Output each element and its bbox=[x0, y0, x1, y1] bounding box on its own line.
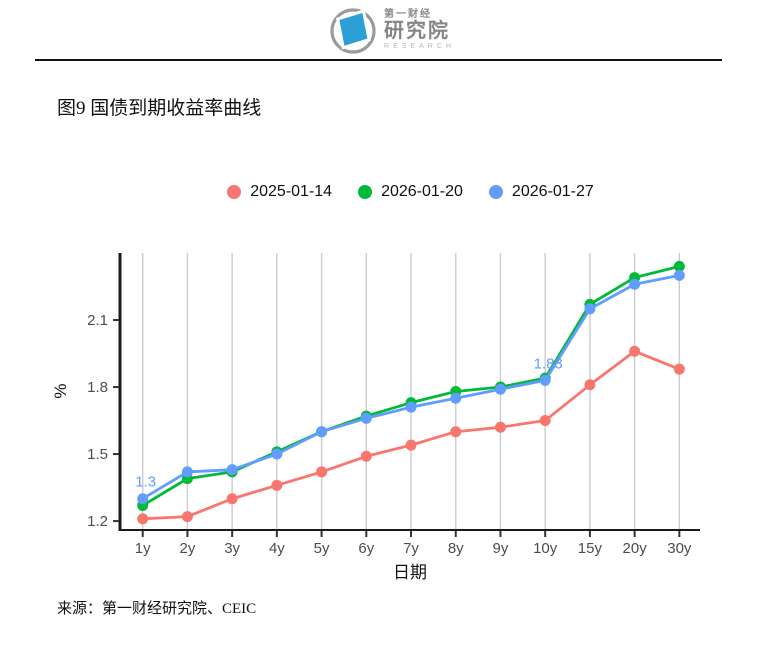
data-point bbox=[584, 303, 596, 315]
legend-item: 2026-01-27 bbox=[488, 183, 594, 201]
point-annotation: 1.83 bbox=[534, 355, 563, 372]
data-point bbox=[226, 464, 238, 476]
x-tick-label: 10y bbox=[533, 540, 558, 557]
y-tick-label: 2.1 bbox=[87, 312, 108, 329]
logo-text: 第一财经 研究院 RESEARCH bbox=[384, 10, 455, 50]
data-point bbox=[405, 401, 417, 413]
y-tick-label: 1.2 bbox=[87, 513, 108, 530]
y-tick-label: 1.5 bbox=[87, 446, 108, 463]
x-tick-label: 4y bbox=[269, 540, 285, 557]
x-tick-label: 2y bbox=[179, 540, 195, 557]
x-tick-label: 1y bbox=[135, 540, 151, 557]
data-point bbox=[137, 493, 149, 505]
x-tick-label: 3y bbox=[224, 540, 240, 557]
x-tick-label: 7y bbox=[403, 540, 419, 557]
data-point bbox=[494, 421, 506, 433]
chart-legend: 2025-01-14 2026-01-20 2026-01-27 bbox=[0, 183, 783, 201]
legend-label: 2025-01-14 bbox=[250, 183, 333, 200]
source-note: 来源：第一财经研究院、CEIC bbox=[57, 601, 257, 617]
data-point bbox=[316, 466, 328, 478]
data-point bbox=[137, 513, 149, 525]
data-point bbox=[271, 479, 283, 491]
figure-title: 图9 国债到期收益率曲线 bbox=[57, 98, 262, 119]
x-tick-label: 15y bbox=[578, 540, 603, 557]
logo-brand-cn: 第一财经 bbox=[384, 9, 433, 21]
data-point bbox=[450, 392, 462, 404]
data-point bbox=[360, 450, 372, 462]
x-tick-label: 30y bbox=[667, 540, 692, 557]
legend-item: 2025-01-14 bbox=[227, 183, 332, 201]
data-point bbox=[181, 466, 193, 478]
data-point bbox=[584, 379, 596, 391]
data-point bbox=[539, 415, 551, 427]
y-axis-title: % bbox=[51, 383, 70, 398]
legend-dot-icon bbox=[488, 185, 503, 199]
x-tick-label: 20y bbox=[623, 540, 648, 557]
x-tick-label: 8y bbox=[448, 540, 464, 557]
logo-icon bbox=[330, 8, 376, 54]
legend-label: 2026-01-20 bbox=[381, 183, 463, 200]
legend-dot-icon bbox=[358, 185, 373, 199]
data-point bbox=[450, 426, 462, 438]
logo-brand-en: RESEARCH bbox=[384, 42, 455, 50]
logo: 第一财经 研究院 RESEARCH bbox=[328, 4, 455, 56]
data-point bbox=[673, 260, 685, 272]
legend-item: 2026-01-20 bbox=[358, 183, 463, 201]
data-point bbox=[673, 269, 685, 281]
x-tick-label: 6y bbox=[358, 540, 374, 557]
data-point bbox=[271, 448, 283, 460]
header: 第一财经 研究院 RESEARCH bbox=[0, 4, 783, 56]
x-tick-label: 9y bbox=[493, 540, 509, 557]
x-axis-title: 日期 bbox=[393, 563, 427, 582]
logo-brand-unit: 研究院 bbox=[384, 19, 451, 42]
x-tick-label: 5y bbox=[314, 540, 330, 557]
data-point bbox=[494, 383, 506, 395]
point-annotation: 1.3 bbox=[135, 474, 156, 491]
data-point bbox=[539, 374, 551, 386]
data-point bbox=[629, 278, 641, 290]
data-point bbox=[629, 345, 641, 357]
data-point bbox=[316, 426, 328, 438]
data-point bbox=[360, 412, 372, 424]
data-point bbox=[226, 493, 238, 505]
header-divider bbox=[35, 59, 722, 61]
legend-label: 2026-01-27 bbox=[511, 183, 594, 200]
legend-dot-icon bbox=[227, 185, 242, 199]
chart-plot: 1.2 1.5 1.8 2.1 1y 2y 3y 4y 5y 6y 7y 8y 9y 10y 15y 20y 3… bbox=[51, 253, 700, 582]
data-point bbox=[181, 511, 193, 523]
data-point bbox=[673, 363, 685, 375]
y-tick-label: 1.8 bbox=[87, 379, 108, 396]
data-point bbox=[405, 439, 417, 451]
